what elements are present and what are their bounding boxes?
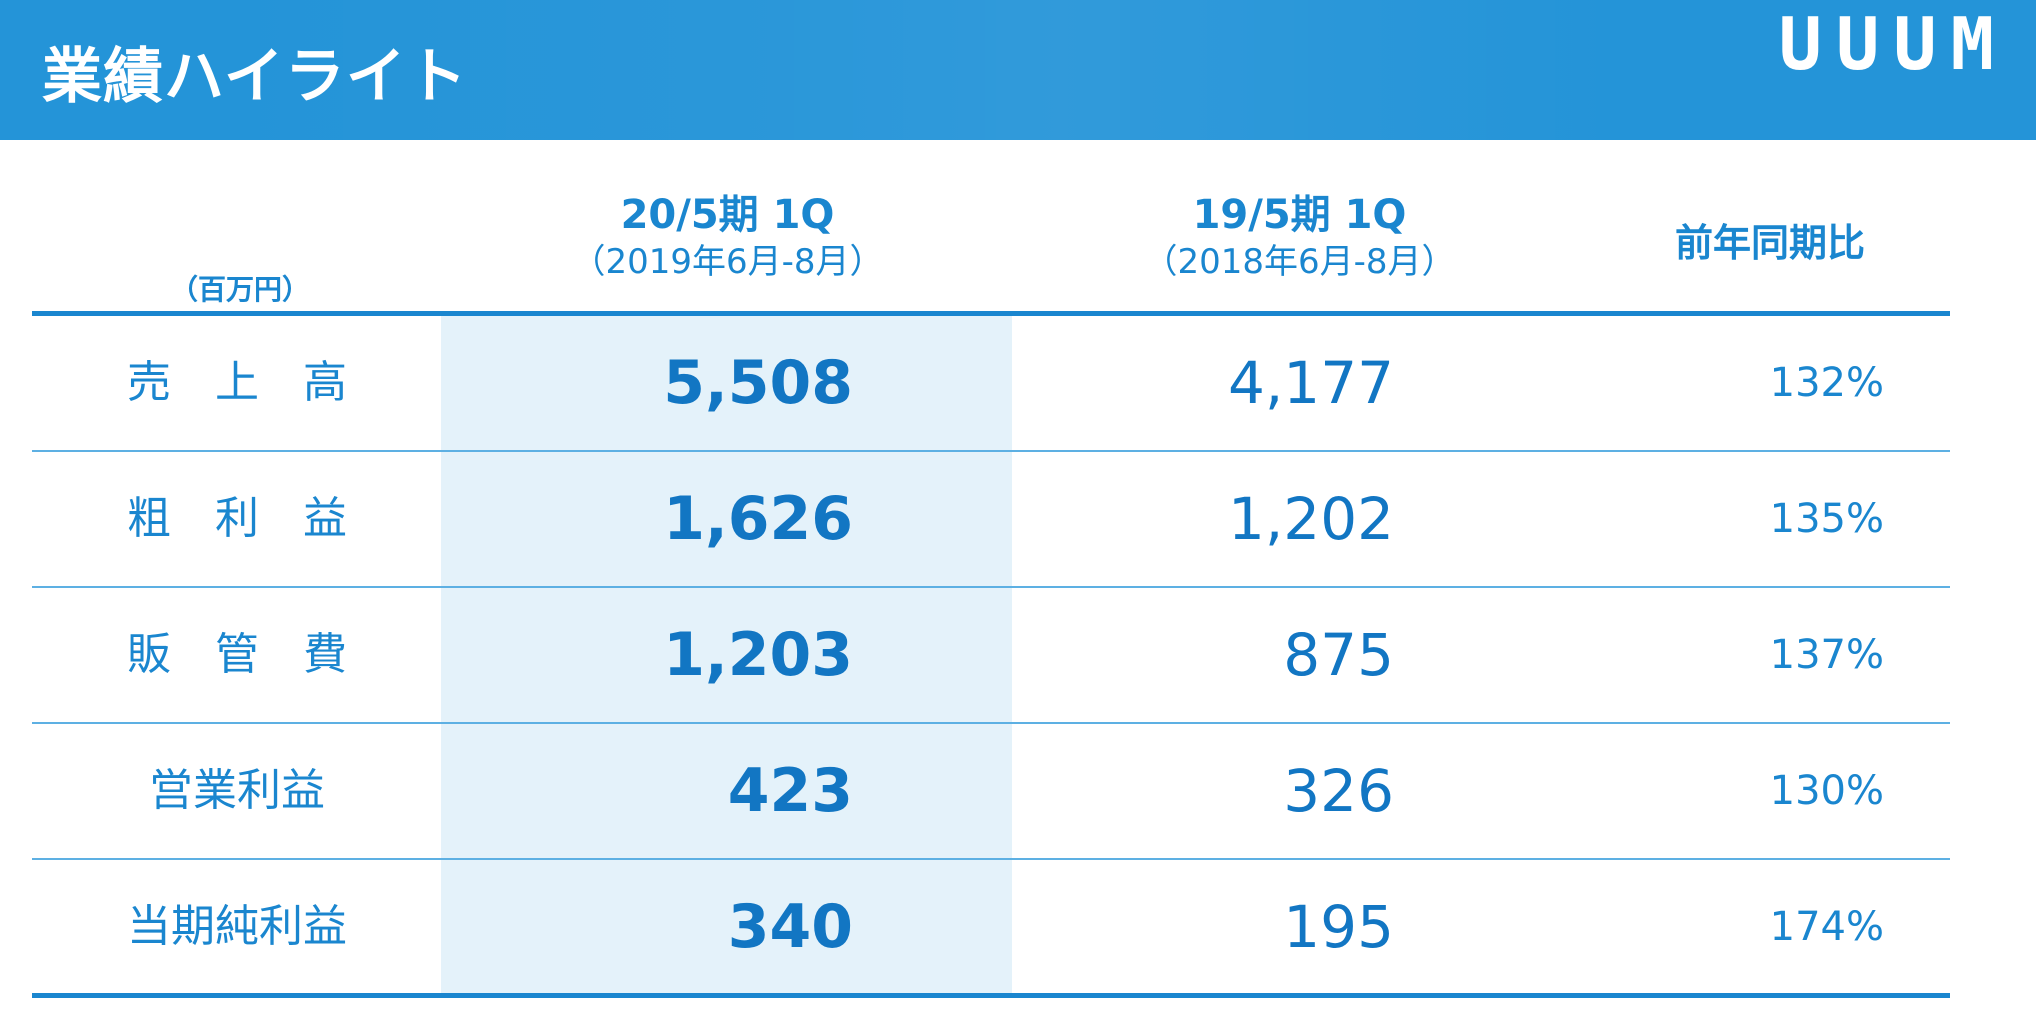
previous-value: 326 xyxy=(1283,757,1394,825)
previous-value: 1,202 xyxy=(1227,485,1394,553)
yoy-value: 130% xyxy=(1769,768,1884,814)
table-row-net-income: 当期純利益 340 195 174% xyxy=(32,860,1950,994)
row-label: 当期純利益 xyxy=(127,901,347,952)
previous-value: 195 xyxy=(1283,893,1394,961)
company-logo: UUUM xyxy=(1778,2,2008,86)
current-value: 423 xyxy=(727,756,853,826)
row-label: 粗 利 益 xyxy=(127,493,347,544)
yoy-value: 174% xyxy=(1769,904,1884,950)
row-divider xyxy=(32,722,1950,724)
current-value: 340 xyxy=(727,892,853,962)
header-decoration xyxy=(220,0,1620,140)
page-title: 業績ハイライト xyxy=(42,42,468,112)
yoy-value: 135% xyxy=(1769,496,1884,542)
current-period-highlight xyxy=(441,316,1012,994)
current-value: 5,508 xyxy=(663,348,853,418)
column-header-previous: 19/5期 1Q （2018年6月-8月） xyxy=(1112,190,1487,284)
header-banner: 業績ハイライト UUUM xyxy=(0,0,2036,140)
current-value: 1,626 xyxy=(663,484,853,554)
column-header-previous-period: 19/5期 1Q xyxy=(1192,192,1407,238)
previous-value: 875 xyxy=(1283,621,1394,689)
row-divider xyxy=(32,858,1950,860)
column-header-current-period: 20/5期 1Q xyxy=(620,192,835,238)
yoy-value: 132% xyxy=(1769,360,1884,406)
table-row-sales: 売 上 高 5,508 4,177 132% xyxy=(32,316,1950,450)
table-top-rule xyxy=(32,311,1950,316)
row-divider xyxy=(32,450,1950,452)
table-row-gross-profit: 粗 利 益 1,626 1,202 135% xyxy=(32,452,1950,586)
row-label: 販 管 費 xyxy=(127,629,347,680)
column-header-current-range: （2019年6月-8月） xyxy=(571,242,884,282)
unit-label: （百万円） xyxy=(170,273,311,306)
row-label: 営業利益 xyxy=(149,765,325,816)
table-bottom-rule xyxy=(32,993,1950,998)
column-header-previous-range: （2018年6月-8月） xyxy=(1143,242,1456,282)
column-header-yoy: 前年同期比 xyxy=(1674,221,1865,265)
current-value: 1,203 xyxy=(663,620,853,690)
row-label: 売 上 高 xyxy=(127,357,347,408)
previous-value: 4,177 xyxy=(1227,349,1394,417)
row-divider xyxy=(32,586,1950,588)
column-header-current: 20/5期 1Q （2019年6月-8月） xyxy=(540,190,915,284)
table-row-operating-profit: 営業利益 423 326 130% xyxy=(32,724,1950,858)
yoy-value: 137% xyxy=(1769,632,1884,678)
table-row-sga: 販 管 費 1,203 875 137% xyxy=(32,588,1950,722)
